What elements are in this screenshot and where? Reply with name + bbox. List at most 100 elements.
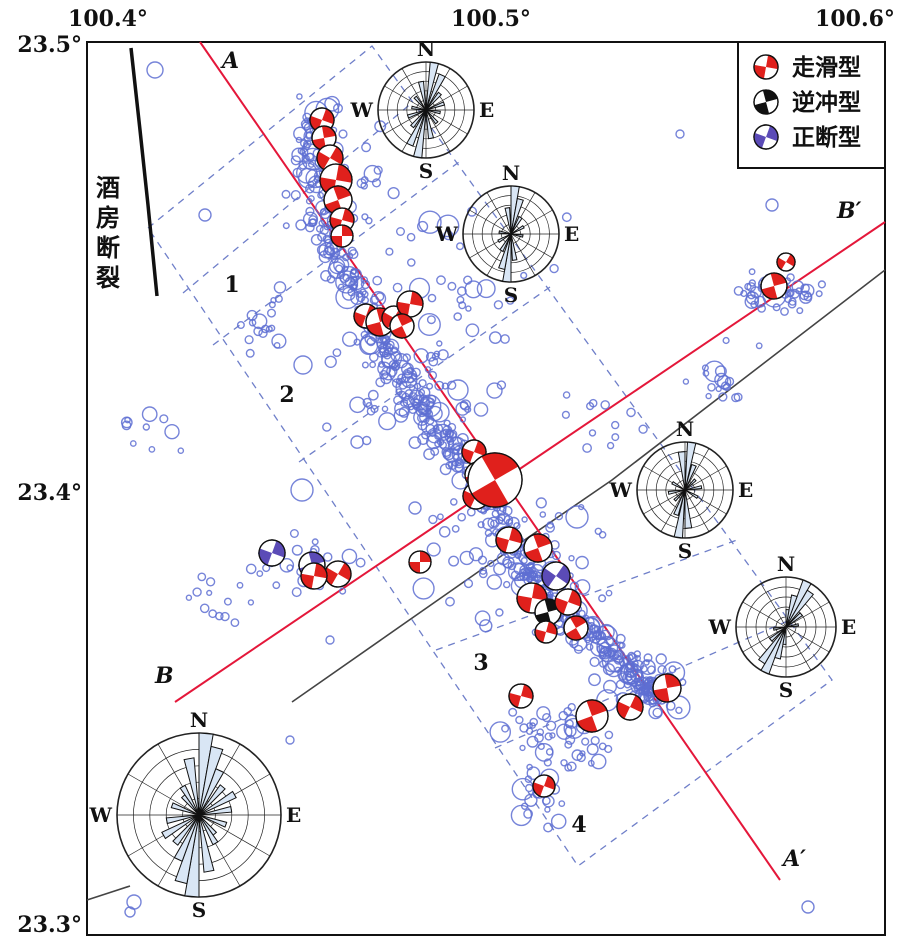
- rose-w-label: W: [89, 803, 113, 827]
- event-circle: [256, 570, 264, 577]
- event-circle: [244, 335, 254, 345]
- event-circle: [803, 292, 813, 302]
- event-circle: [640, 659, 656, 676]
- event-circle: [442, 450, 452, 459]
- event-circle: [208, 609, 218, 619]
- legend-label-thrust: 逆冲型: [792, 89, 861, 116]
- event-circle: [382, 338, 400, 355]
- event-circle: [545, 522, 555, 533]
- event-circle: [493, 300, 504, 310]
- x-tick-100-4: 100.4°: [68, 6, 148, 32]
- event-circle: [342, 253, 350, 262]
- focal-mechanism: [508, 683, 534, 709]
- event-circle: [533, 574, 543, 584]
- event-circle: [124, 416, 131, 424]
- event-circle: [442, 428, 450, 436]
- event-circle: [523, 809, 533, 819]
- event-circle: [456, 286, 467, 297]
- event-circle: [142, 423, 151, 431]
- rose-e-label: E: [286, 803, 301, 827]
- event-circle: [701, 364, 709, 372]
- event-circle: [733, 285, 744, 296]
- event-circle: [371, 178, 382, 188]
- event-circle: [521, 571, 531, 581]
- event-circle: [594, 527, 602, 535]
- rose-w-label: W: [609, 478, 633, 502]
- rose-diagram-se: N S E W: [708, 552, 857, 702]
- event-circle: [545, 720, 557, 731]
- event-circle: [408, 384, 416, 391]
- focal-mechanism: [396, 290, 424, 318]
- rose-s-label: S: [678, 539, 692, 563]
- event-circle: [526, 766, 541, 781]
- event-circle: [310, 233, 323, 246]
- event-circle: [185, 594, 193, 601]
- event-circle: [307, 218, 317, 228]
- event-circle: [515, 715, 524, 725]
- event-circle: [755, 342, 763, 350]
- event-circle: [714, 372, 729, 387]
- x-tick-100-6: 100.6°: [815, 6, 895, 32]
- event-circle: [744, 282, 752, 291]
- zone-label-4: 4: [571, 812, 586, 838]
- event-circle: [400, 398, 409, 407]
- event-circle: [453, 312, 463, 321]
- event-circle: [564, 725, 577, 738]
- event-circle: [562, 391, 571, 399]
- focal-mechanism: [563, 615, 589, 641]
- event-circle: [652, 707, 663, 718]
- event-circle: [273, 341, 281, 349]
- event-circle: [406, 232, 416, 242]
- event-circle: [491, 509, 500, 518]
- event-circle: [452, 442, 461, 451]
- event-circle: [365, 216, 373, 225]
- event-circle: [715, 385, 722, 393]
- event-circle: [536, 728, 545, 737]
- event-circle: [197, 572, 207, 582]
- event-circle: [598, 531, 607, 539]
- event-circle: [614, 666, 622, 673]
- focal-mechanism: [776, 252, 796, 272]
- event-circle: [220, 611, 230, 622]
- zone-label-2: 2: [279, 382, 294, 408]
- event-circle: [322, 422, 332, 432]
- event-circle: [757, 303, 766, 313]
- event-circle: [503, 580, 511, 589]
- event-circle: [305, 206, 315, 217]
- event-circle: [549, 263, 559, 274]
- event-circle: [289, 529, 299, 539]
- event-circle: [273, 281, 287, 294]
- event-circle: [436, 275, 446, 286]
- event-circle: [815, 290, 823, 298]
- event-circle: [296, 93, 303, 100]
- focal-mechanism: [495, 526, 523, 554]
- event-circle: [417, 313, 441, 337]
- event-circle: [236, 581, 244, 589]
- event-circle: [657, 665, 667, 675]
- event-circle: [295, 162, 318, 184]
- event-circle: [265, 325, 273, 333]
- event-circle: [426, 382, 434, 390]
- event-circle: [324, 95, 340, 112]
- event-circle: [298, 160, 308, 170]
- rose-n-label: N: [190, 708, 208, 732]
- event-circle: [247, 599, 255, 606]
- event-circle: [801, 900, 815, 914]
- event-circle: [478, 569, 488, 579]
- legend: 走滑型 逆冲型 正断型: [737, 41, 886, 169]
- event-circle: [795, 287, 803, 295]
- focal-mechanism: [408, 550, 432, 574]
- event-circle: [295, 219, 307, 231]
- event-circle: [377, 351, 384, 358]
- event-circle: [703, 360, 726, 383]
- event-circle: [419, 386, 431, 399]
- event-circle: [408, 389, 425, 406]
- event-circle: [431, 352, 440, 361]
- event-circle: [748, 268, 756, 276]
- event-circle: [305, 197, 313, 205]
- rose-diagram-ne: N S E W: [350, 37, 495, 183]
- focal-mechanism: [532, 774, 556, 798]
- event-circle: [568, 555, 575, 562]
- event-circle: [305, 152, 315, 163]
- event-circle: [571, 749, 584, 761]
